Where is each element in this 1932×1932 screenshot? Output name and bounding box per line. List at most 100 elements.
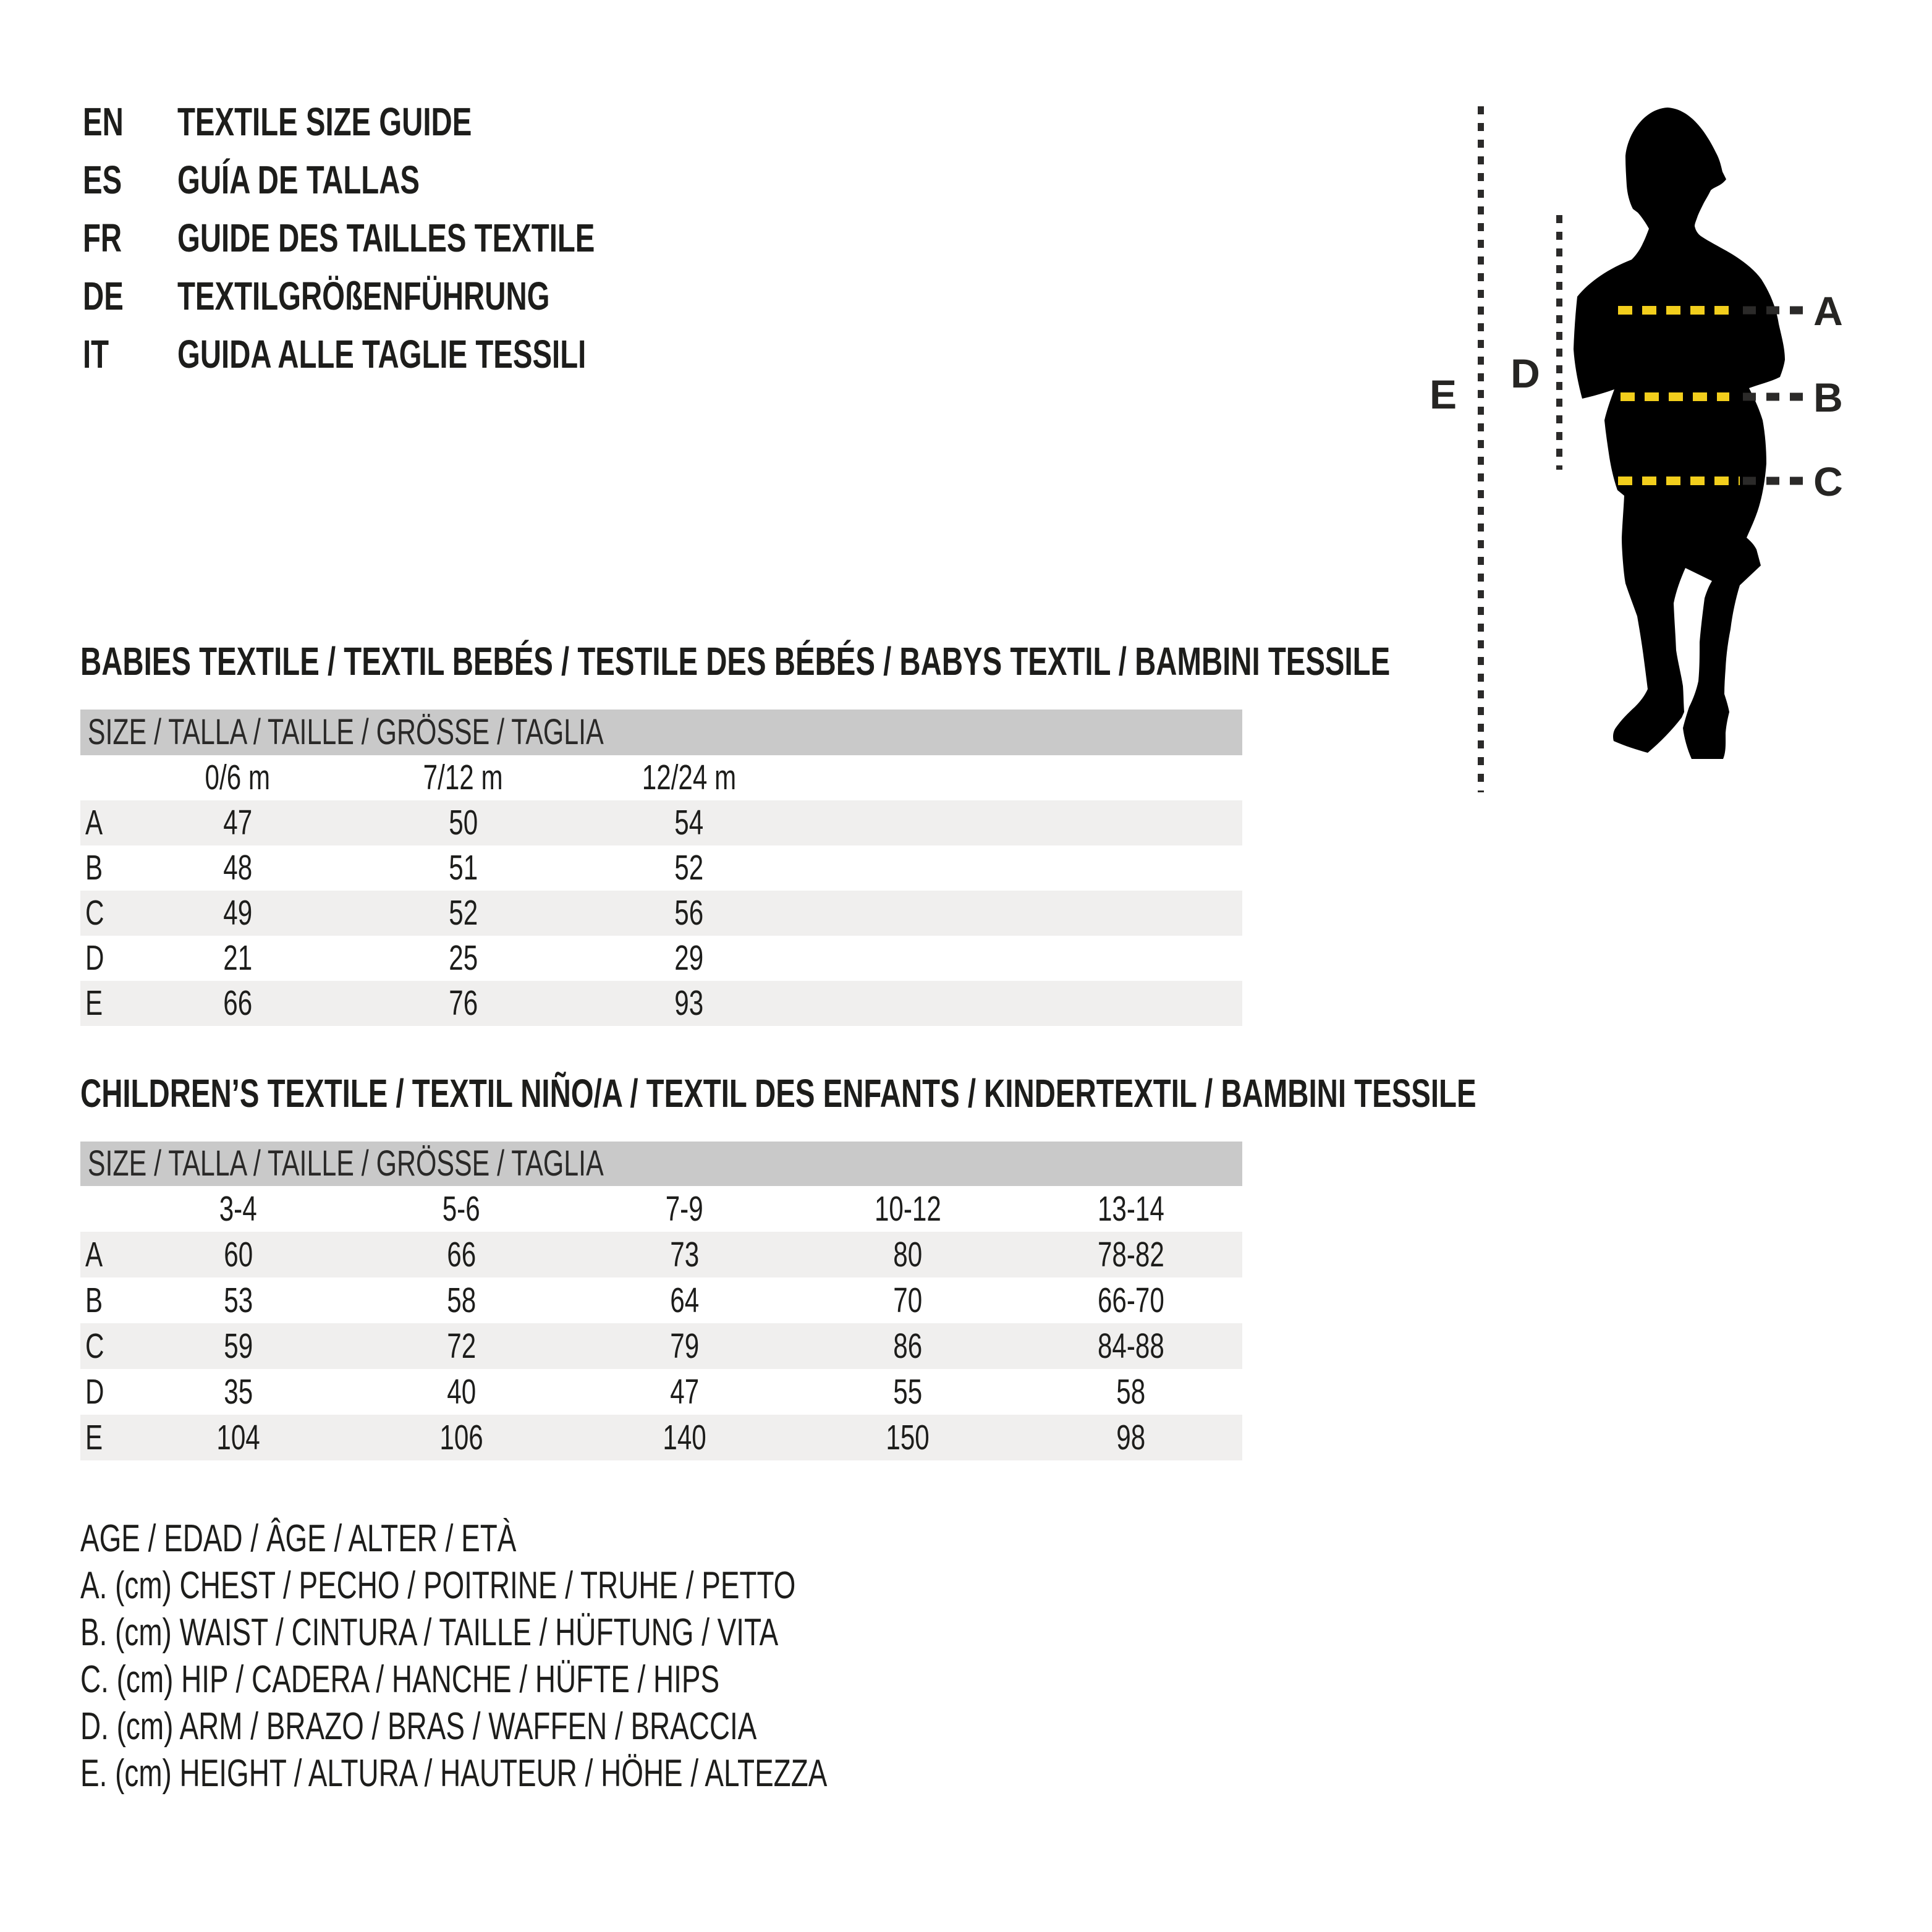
babies-table-row-d: D 21 25 29 bbox=[80, 936, 1242, 981]
cell-value: 48 bbox=[223, 848, 252, 888]
cell-value: 78-82 bbox=[1097, 1235, 1164, 1274]
cell-value: 58 bbox=[447, 1281, 476, 1320]
cell-value: 93 bbox=[674, 983, 703, 1023]
children-section-heading: CHILDREN’S TEXTILE / TEXTIL NIÑO/A / TEX… bbox=[80, 1073, 1932, 1114]
row-label: E bbox=[85, 1418, 103, 1457]
row-label: E bbox=[85, 983, 103, 1023]
legend-line-chest: A. (cm) CHEST / PECHO / POITRINE / TRUHE… bbox=[80, 1564, 796, 1607]
cell-value: 49 bbox=[223, 893, 252, 933]
children-col-header: 13-14 bbox=[1097, 1189, 1164, 1229]
babies-table-row-c: C 49 52 56 bbox=[80, 891, 1242, 936]
cell-value: 64 bbox=[670, 1281, 699, 1320]
babies-heading-text: BABIES TEXTILE / TEXTIL BEBÉS / TESTILE … bbox=[80, 639, 1391, 684]
babies-column-header-row: 0/6 m 7/12 m 12/24 m bbox=[80, 755, 1242, 800]
cell-value: 70 bbox=[893, 1281, 922, 1320]
cell-value: 98 bbox=[1116, 1418, 1145, 1457]
babies-size-table: SIZE / TALLA / TAILLE / GRÖSSE / TAGLIA … bbox=[80, 710, 1242, 1026]
babies-table-row-b: B 48 51 52 bbox=[80, 845, 1242, 891]
babies-col-header: 7/12 m bbox=[423, 758, 503, 797]
children-col-header: 3-4 bbox=[219, 1189, 257, 1229]
lang-code-de: DE bbox=[83, 274, 124, 318]
cell-value: 106 bbox=[439, 1418, 483, 1457]
cell-value: 25 bbox=[449, 938, 478, 978]
children-col-header: 5-6 bbox=[443, 1189, 480, 1229]
children-table-row-e: E 104 106 140 150 98 bbox=[80, 1415, 1242, 1460]
row-label: D bbox=[85, 1372, 104, 1412]
children-col-header: 10-12 bbox=[874, 1189, 941, 1229]
cell-value: 59 bbox=[224, 1326, 253, 1366]
lang-code-fr: FR bbox=[83, 216, 122, 260]
children-col-header: 7-9 bbox=[666, 1189, 703, 1229]
babies-col-header: 0/6 m bbox=[205, 758, 271, 797]
cell-value: 47 bbox=[223, 803, 252, 842]
cell-value: 56 bbox=[674, 893, 703, 933]
children-heading-text: CHILDREN’S TEXTILE / TEXTIL NIÑO/A / TEX… bbox=[80, 1071, 1477, 1116]
cell-value: 52 bbox=[674, 848, 703, 888]
cell-value: 54 bbox=[674, 803, 703, 842]
legend-line-height: E. (cm) HEIGHT / ALTURA / HAUTEUR / HÖHE… bbox=[80, 1752, 828, 1795]
child-silhouette-icon bbox=[1574, 108, 1785, 759]
row-label: D bbox=[85, 938, 104, 978]
cell-value: 35 bbox=[224, 1372, 253, 1412]
cell-value: 40 bbox=[447, 1372, 476, 1412]
children-table-row-a: A 60 66 73 80 78-82 bbox=[80, 1232, 1242, 1277]
measurement-figure: A B C D E bbox=[1430, 106, 1843, 792]
lang-title-en: TEXTILE SIZE GUIDE bbox=[177, 100, 472, 144]
cell-value: 150 bbox=[886, 1418, 930, 1457]
cell-value: 50 bbox=[449, 803, 478, 842]
cell-value: 72 bbox=[447, 1326, 476, 1366]
row-label: C bbox=[85, 1326, 104, 1366]
cell-value: 53 bbox=[224, 1281, 253, 1320]
cell-value: 29 bbox=[674, 938, 703, 978]
figure-label-e: E bbox=[1430, 371, 1457, 417]
row-label: B bbox=[85, 1281, 103, 1320]
cell-value: 79 bbox=[670, 1326, 699, 1366]
children-table-row-b: B 53 58 64 70 66-70 bbox=[80, 1277, 1242, 1323]
children-column-header-row: 3-4 5-6 7-9 10-12 13-14 bbox=[80, 1186, 1242, 1232]
row-label: C bbox=[85, 893, 104, 933]
cell-value: 104 bbox=[216, 1418, 260, 1457]
babies-table-row-e: E 66 76 93 bbox=[80, 981, 1242, 1026]
cell-value: 21 bbox=[223, 938, 252, 978]
children-size-table: SIZE / TALLA / TAILLE / GRÖSSE / TAGLIA … bbox=[80, 1142, 1242, 1460]
cell-value: 66 bbox=[447, 1235, 476, 1274]
lang-title-es: GUÍA DE TALLAS bbox=[177, 158, 420, 202]
legend-line-waist: B. (cm) WAIST / CINTURA / TAILLE / HÜFTU… bbox=[80, 1611, 779, 1654]
cell-value: 76 bbox=[449, 983, 478, 1023]
row-label: A bbox=[85, 1235, 103, 1274]
children-table-row-d: D 35 40 47 55 58 bbox=[80, 1369, 1242, 1415]
lang-title-fr: GUIDE DES TAILLES TEXTILE bbox=[177, 216, 595, 260]
cell-value: 60 bbox=[224, 1235, 253, 1274]
lang-code-it: IT bbox=[83, 332, 109, 376]
lang-code-es: ES bbox=[83, 158, 122, 202]
measurement-legend: AGE / EDAD / ÂGE / ALTER / ETÀ A. (cm) C… bbox=[80, 1515, 1090, 1797]
legend-line-age: AGE / EDAD / ÂGE / ALTER / ETÀ bbox=[80, 1517, 517, 1560]
cell-value: 80 bbox=[893, 1235, 922, 1274]
row-label: A bbox=[85, 803, 103, 842]
babies-section-heading: BABIES TEXTILE / TEXTIL BEBÉS / TESTILE … bbox=[80, 641, 1850, 682]
lang-code-en: EN bbox=[83, 100, 124, 144]
figure-label-a: A bbox=[1813, 288, 1843, 334]
row-label: B bbox=[85, 848, 103, 888]
cell-value: 55 bbox=[893, 1372, 922, 1412]
babies-col-header: 12/24 m bbox=[642, 758, 736, 797]
babies-size-header-text: SIZE / TALLA / TAILLE / GRÖSSE / TAGLIA bbox=[87, 712, 604, 752]
cell-value: 51 bbox=[449, 848, 478, 888]
children-size-header-bar: SIZE / TALLA / TAILLE / GRÖSSE / TAGLIA bbox=[80, 1142, 1242, 1186]
cell-value: 84-88 bbox=[1097, 1326, 1164, 1366]
figure-label-c: C bbox=[1813, 459, 1843, 504]
cell-value: 66-70 bbox=[1097, 1281, 1164, 1320]
cell-value: 66 bbox=[223, 983, 252, 1023]
children-size-header-text: SIZE / TALLA / TAILLE / GRÖSSE / TAGLIA bbox=[87, 1143, 604, 1184]
lang-title-it: GUIDA ALLE TAGLIE TESSILI bbox=[177, 332, 587, 376]
cell-value: 73 bbox=[670, 1235, 699, 1274]
cell-value: 86 bbox=[893, 1326, 922, 1366]
figure-label-b: B bbox=[1813, 375, 1843, 420]
lang-title-de: TEXTILGRÖßENFÜHRUNG bbox=[177, 274, 550, 318]
legend-line-hip: C. (cm) HIP / CADERA / HANCHE / HÜFTE / … bbox=[80, 1658, 720, 1701]
legend-line-arm: D. (cm) ARM / BRAZO / BRAS / WAFFEN / BR… bbox=[80, 1705, 757, 1748]
figure-label-d: D bbox=[1510, 350, 1540, 396]
cell-value: 58 bbox=[1116, 1372, 1145, 1412]
babies-table-row-a: A 47 50 54 bbox=[80, 800, 1242, 845]
